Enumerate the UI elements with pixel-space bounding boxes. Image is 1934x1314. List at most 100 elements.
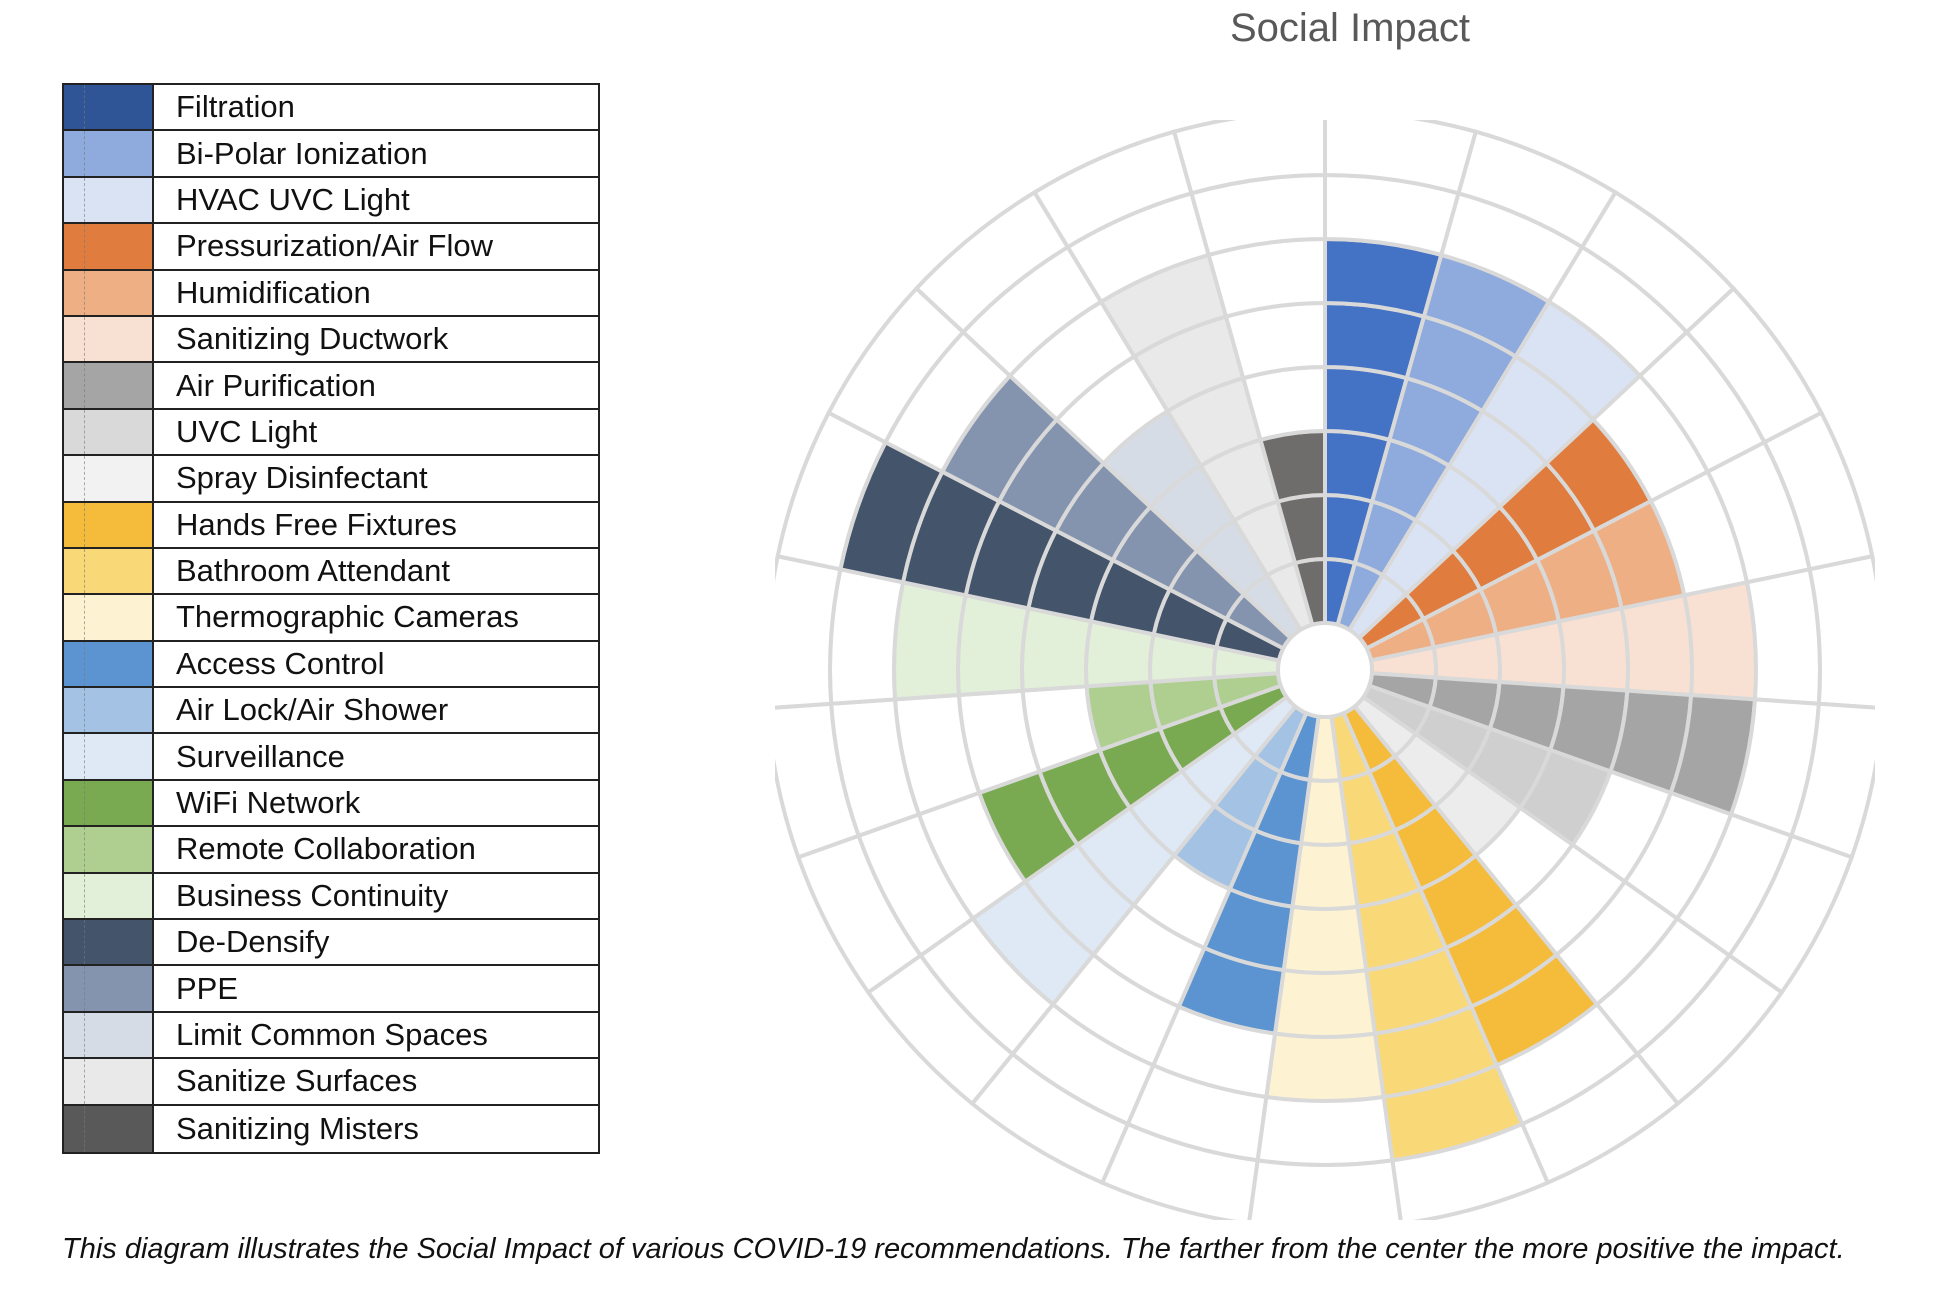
legend-item: HVAC UVC Light bbox=[64, 177, 598, 225]
legend-swatch bbox=[64, 456, 152, 501]
sector-ppe bbox=[825, 285, 1294, 652]
legend-swatch bbox=[64, 1012, 152, 1058]
legend-swatch bbox=[64, 688, 152, 733]
sector-sanitizing-misters bbox=[1171, 120, 1327, 628]
legend-item: Humidification bbox=[64, 270, 598, 317]
sector-access-control bbox=[1099, 710, 1321, 1220]
legend-item: UVC Light bbox=[64, 409, 598, 457]
legend-item: Access Control bbox=[64, 641, 598, 689]
chart-caption: This diagram illustrates the Social Impa… bbox=[62, 1233, 1845, 1265]
legend-swatch bbox=[64, 734, 152, 780]
legend-swatch bbox=[64, 502, 152, 548]
bar-segment bbox=[956, 592, 1031, 698]
legend-label: De-Densify bbox=[152, 920, 598, 965]
sector-hands-free-fixtures bbox=[1341, 703, 1681, 1186]
grid-cell bbox=[1171, 120, 1327, 196]
legend-item: Thermographic Cameras bbox=[64, 595, 598, 642]
legend-item: Sanitize Surfaces bbox=[64, 1059, 598, 1106]
legend-item: Sanitizing Misters bbox=[64, 1105, 598, 1153]
legend-swatch bbox=[64, 595, 152, 641]
legend-label: Remote Collaboration bbox=[152, 827, 598, 872]
legend-item: Business Continuity bbox=[64, 873, 598, 921]
sector-remote-collaboration bbox=[775, 671, 1284, 860]
sector-air-purification bbox=[1366, 671, 1875, 860]
legend-item: Filtration bbox=[64, 85, 598, 132]
legend-label: Sanitizing Ductwork bbox=[152, 316, 598, 362]
polar-area-chart bbox=[775, 120, 1875, 1220]
legend-swatch bbox=[64, 409, 152, 455]
legend-item: De-Densify bbox=[64, 920, 598, 967]
sector-bathroom-attendant bbox=[1329, 710, 1551, 1220]
legend-label: Surveillance bbox=[152, 734, 598, 779]
bar-segment bbox=[1556, 605, 1630, 693]
legend: Filtration Bi-Polar Ionization HVAC UVC Li… bbox=[62, 83, 600, 1154]
legend-swatch bbox=[64, 641, 152, 687]
legend-swatch bbox=[64, 85, 152, 130]
legend-item: WiFi Network bbox=[64, 780, 598, 828]
legend-item: Remote Collaboration bbox=[64, 827, 598, 874]
legend-item: Bathroom Attendant bbox=[64, 548, 598, 596]
legend-item: Sanitizing Ductwork bbox=[64, 316, 598, 364]
legend-label: Humidification bbox=[152, 270, 598, 315]
legend-swatch bbox=[64, 1105, 152, 1153]
legend-item: Air Purification bbox=[64, 363, 598, 410]
sector-pressurization-air-flow bbox=[1356, 285, 1825, 652]
bar-segment bbox=[1681, 579, 1758, 702]
bar-segment bbox=[1264, 1031, 1386, 1103]
sector-hvac-uvc-light bbox=[1346, 189, 1737, 641]
legend-label: Thermographic Cameras bbox=[152, 595, 598, 640]
grid-cell bbox=[1807, 553, 1875, 710]
bar-segment bbox=[1619, 592, 1694, 698]
legend-swatch bbox=[64, 363, 152, 409]
legend-swatch bbox=[64, 316, 152, 362]
legend-swatch bbox=[64, 548, 152, 594]
legend-label: Hands Free Fixtures bbox=[152, 502, 598, 547]
legend-label: PPE bbox=[152, 966, 598, 1011]
legend-item: Limit Common Spaces bbox=[64, 1012, 598, 1060]
sector-sanitizing-ductwork bbox=[1368, 553, 1875, 710]
legend-label: HVAC UVC Light bbox=[152, 177, 598, 223]
legend-label: Spray Disinfectant bbox=[152, 456, 598, 501]
legend-label: UVC Light bbox=[152, 409, 598, 455]
chart-title: Social Impact bbox=[1229, 6, 1471, 50]
legend-label: Business Continuity bbox=[152, 873, 598, 919]
legend-label: Bathroom Attendant bbox=[152, 548, 598, 594]
legend-swatch bbox=[64, 873, 152, 919]
legend-swatch bbox=[64, 966, 152, 1012]
grid-cell bbox=[828, 566, 906, 706]
sector-business-continuity bbox=[775, 553, 1282, 710]
legend-swatch bbox=[64, 224, 152, 269]
legend-item: Spray Disinfectant bbox=[64, 456, 598, 503]
legend-swatch bbox=[64, 827, 152, 873]
legend-label: Sanitize Surfaces bbox=[152, 1059, 598, 1104]
legend-item: Bi-Polar Ionization bbox=[64, 131, 598, 178]
bar-segment bbox=[1281, 904, 1369, 975]
legend-swatch bbox=[64, 920, 152, 965]
grid-cell bbox=[775, 553, 843, 710]
grid-cell bbox=[1255, 1094, 1395, 1168]
sector-filtration bbox=[1323, 120, 1479, 628]
grid-cell bbox=[1744, 566, 1823, 706]
legend-swatch bbox=[64, 1059, 152, 1104]
legend-item: Hands Free Fixtures bbox=[64, 502, 598, 549]
grid-cell bbox=[1247, 1158, 1403, 1220]
bar-segment bbox=[1493, 619, 1566, 689]
legend-swatch bbox=[64, 177, 152, 223]
legend-item: Air Lock/Air Shower bbox=[64, 688, 598, 735]
legend-label: Limit Common Spaces bbox=[152, 1012, 598, 1058]
center-hole bbox=[1276, 621, 1374, 719]
legend-item: PPE bbox=[64, 966, 598, 1013]
legend-label: WiFi Network bbox=[152, 780, 598, 826]
sector-surveillance bbox=[865, 694, 1299, 1107]
legend-label: Access Control bbox=[152, 641, 598, 687]
legend-swatch bbox=[64, 270, 152, 316]
sector-bi-polar-ionization bbox=[1335, 129, 1619, 633]
legend-label: Pressurization/Air Flow bbox=[152, 224, 598, 269]
legend-label: Bi-Polar Ionization bbox=[152, 131, 598, 176]
bar-segment bbox=[1272, 967, 1378, 1039]
legend-label: Filtration bbox=[152, 85, 598, 130]
legend-label: Air Purification bbox=[152, 363, 598, 408]
legend-item: Pressurization/Air Flow bbox=[64, 224, 598, 271]
legend-swatch bbox=[64, 131, 152, 177]
bar-segment bbox=[1290, 841, 1360, 911]
